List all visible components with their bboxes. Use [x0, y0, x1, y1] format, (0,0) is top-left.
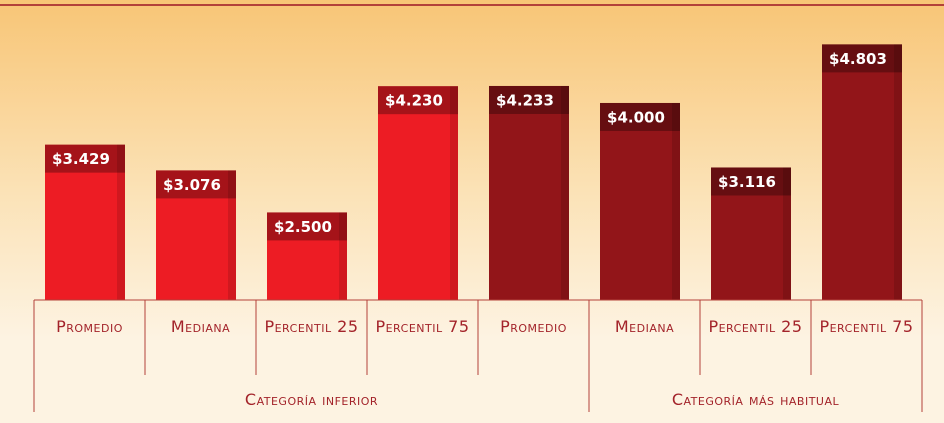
- value-label: $4.230: [385, 92, 443, 110]
- value-label-box: [489, 85, 569, 114]
- value-label-box: [711, 167, 791, 196]
- category-label: Mediana: [614, 317, 675, 336]
- category-label: Promedio: [56, 317, 123, 336]
- bar: [156, 170, 236, 300]
- value-label-box: [45, 144, 125, 173]
- bar-shade: [894, 44, 902, 301]
- value-label: $4.803: [829, 50, 887, 68]
- bar-shade: [672, 102, 680, 300]
- value-label-box: [378, 86, 458, 115]
- bar-shade: [450, 86, 458, 301]
- value-label-box: [600, 102, 680, 131]
- value-label: $3.116: [718, 173, 776, 191]
- value-label: $4.233: [496, 91, 554, 109]
- category-label: Percentil 75: [819, 317, 914, 336]
- category-label: Percentil 25: [264, 317, 359, 336]
- value-label: $3.076: [163, 176, 221, 194]
- bar-shade: [561, 85, 569, 300]
- value-label-box: [822, 44, 902, 73]
- group-label: Categoría más habitual: [671, 390, 840, 409]
- bar: [600, 102, 680, 300]
- bar: [378, 86, 458, 301]
- bar-shade: [339, 212, 347, 300]
- bar-shade: [783, 167, 791, 300]
- bar: [711, 167, 791, 300]
- value-label: $2.500: [274, 218, 332, 236]
- category-label: Promedio: [500, 317, 567, 336]
- bar: [267, 212, 347, 300]
- bar-shade: [117, 144, 125, 300]
- value-label: $4.000: [607, 108, 665, 126]
- value-label: $3.429: [52, 150, 110, 168]
- category-label: Percentil 75: [375, 317, 470, 336]
- bar: [489, 85, 569, 300]
- bar: [822, 44, 902, 301]
- value-label-box: [156, 170, 236, 199]
- group-label: Categoría inferior: [244, 390, 379, 409]
- bar: [45, 144, 125, 300]
- category-label: Percentil 25: [708, 317, 803, 336]
- top-rule: [0, 4, 944, 6]
- value-label-box: [267, 212, 347, 241]
- bar-shade: [228, 170, 236, 300]
- category-label: Mediana: [170, 317, 231, 336]
